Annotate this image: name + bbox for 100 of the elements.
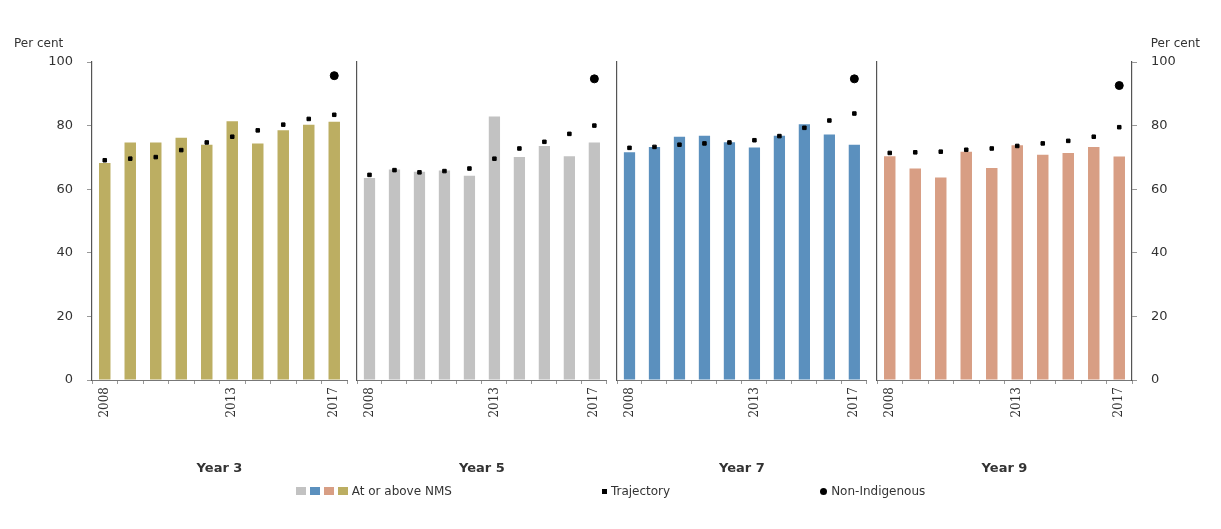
- bar: [99, 163, 111, 380]
- bar: [848, 144, 860, 380]
- bar: [438, 170, 451, 380]
- point: [652, 144, 657, 150]
- x-tick-label: 2013: [486, 387, 501, 418]
- y2-tick-label: 100: [1151, 53, 1176, 69]
- point: [229, 134, 235, 139]
- x-tick-label: 2013: [1009, 387, 1024, 418]
- bar: [884, 156, 896, 380]
- bar: [463, 175, 476, 380]
- bar: [748, 147, 761, 380]
- bar: [986, 167, 998, 380]
- bar: [909, 168, 921, 380]
- bar: [648, 146, 661, 380]
- point: [467, 166, 472, 171]
- point: [592, 123, 597, 128]
- point: [849, 74, 859, 84]
- point: [1114, 81, 1124, 91]
- point: [280, 122, 286, 127]
- bar: [960, 151, 972, 380]
- point: [827, 118, 832, 123]
- bar: [723, 142, 736, 380]
- bar: [124, 142, 136, 380]
- y2-tick-label: 40: [1151, 244, 1168, 260]
- y2-tick-label: 80: [1151, 116, 1168, 132]
- x-axis-title: Year 7: [718, 459, 765, 475]
- bar: [513, 157, 526, 380]
- point: [567, 131, 572, 137]
- point: [589, 74, 599, 84]
- point: [852, 111, 857, 116]
- bar: [1113, 156, 1125, 380]
- point: [677, 142, 682, 147]
- point: [255, 128, 261, 133]
- point: [329, 71, 339, 81]
- y-tick-label: 60: [56, 180, 73, 196]
- bar: [252, 143, 264, 380]
- point: [392, 167, 397, 173]
- bar: [303, 124, 315, 380]
- x-tick-label: 2017: [1111, 387, 1126, 418]
- y-tick-label: 20: [56, 307, 73, 323]
- x-axis-title: Year 9: [980, 459, 1028, 475]
- y-axis-title: Per cent: [14, 36, 64, 51]
- x-tick-label: 2017: [586, 387, 601, 418]
- bar: [1037, 154, 1049, 380]
- x-tick-label: 2013: [224, 387, 239, 418]
- legend-label: Non-Indigenous: [831, 484, 926, 498]
- point: [331, 112, 337, 118]
- point: [963, 147, 969, 153]
- y2-tick-label: 0: [1151, 371, 1160, 387]
- bar: [773, 135, 786, 380]
- point: [727, 140, 732, 145]
- point: [306, 116, 312, 122]
- point: [442, 168, 447, 174]
- y-tick-label: 40: [56, 244, 73, 260]
- x-tick-label: 2008: [96, 387, 111, 418]
- point: [517, 146, 522, 151]
- bar: [935, 177, 947, 380]
- x-tick-label: 2008: [361, 387, 376, 418]
- point: [492, 156, 497, 161]
- bar: [538, 145, 550, 380]
- point: [127, 156, 133, 161]
- bar: [201, 144, 213, 380]
- y2-tick-label: 20: [1151, 307, 1168, 323]
- x-tick-label: 2008: [881, 387, 896, 418]
- bar: [623, 152, 636, 380]
- point: [752, 137, 757, 143]
- bar: [1011, 145, 1023, 380]
- point: [367, 172, 372, 178]
- point: [1091, 134, 1097, 139]
- bar: [388, 169, 401, 380]
- point: [204, 140, 210, 145]
- bar: [698, 135, 711, 380]
- point: [1040, 141, 1046, 146]
- x-tick-label: 2017: [326, 387, 341, 418]
- bar: [1062, 152, 1074, 380]
- point: [153, 154, 159, 160]
- point: [912, 150, 918, 155]
- y2-tick-label: 60: [1151, 180, 1168, 196]
- bar: [588, 142, 600, 380]
- bar: [563, 156, 575, 380]
- bar: [175, 137, 187, 380]
- bar: [413, 171, 426, 380]
- bar: [673, 136, 686, 380]
- point: [1014, 143, 1020, 149]
- y2-axis-title: Per cent: [1150, 36, 1201, 51]
- point: [102, 157, 108, 163]
- point: [802, 125, 807, 131]
- point: [938, 149, 944, 154]
- bar: [823, 134, 835, 380]
- x-tick-label: 2017: [846, 387, 861, 418]
- point: [417, 170, 422, 175]
- point: [989, 146, 995, 151]
- x-axis-title: Year 3: [195, 459, 243, 475]
- bar: [328, 121, 340, 380]
- point: [777, 133, 782, 139]
- point: [627, 145, 632, 151]
- point: [1065, 138, 1071, 144]
- y-tick-label: 100: [48, 53, 73, 69]
- y-tick-label: 80: [56, 116, 73, 132]
- point: [702, 141, 707, 146]
